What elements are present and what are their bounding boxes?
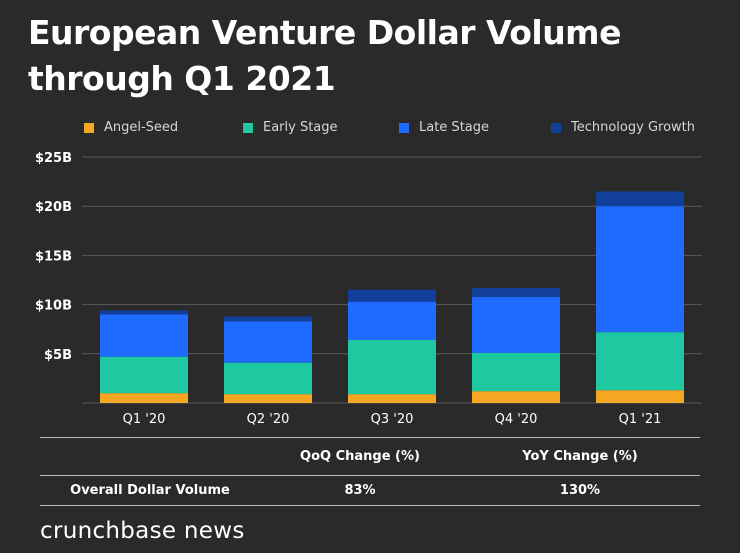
legend-item-angel-seed: Angel-Seed [84,120,178,135]
y-tick-label: $5B [44,348,72,363]
x-tick-label: Q4 '20 [495,412,538,427]
chart-title: European Venture Dollar Volume through Q… [28,10,621,102]
bar-angel-seed [100,393,188,403]
legend-label: Angel-Seed [104,120,179,135]
bar-angel-seed [224,394,312,403]
bar-technology-growth [224,316,312,322]
legend-swatch-late-stage [399,122,409,133]
bar-early-stage [224,362,312,395]
bar-early-stage [596,332,684,391]
table-top-rule [40,437,700,438]
x-tick-label: Q1 '21 [619,412,662,427]
bar-late-stage [100,314,188,357]
title-line-1: European Venture Dollar Volume [28,13,621,52]
bar-technology-growth [472,287,560,297]
legend-swatch-early-stage [243,122,253,133]
yoy-header: YoY Change (%) [522,449,638,464]
bar-late-stage [348,301,436,341]
y-tick-label: $10B [35,299,72,314]
bar-late-stage [472,296,560,353]
legend-item-early-stage: Early Stage [243,120,338,135]
bar-angel-seed [596,390,684,403]
y-tick-label: $15B [35,249,72,264]
row-label: Overall Dollar Volume [70,483,230,498]
legend-item-late-stage: Late Stage [399,120,489,135]
qoq-header: QoQ Change (%) [300,449,420,464]
title-line-2: through Q1 2021 [28,59,336,98]
legend-label: Late Stage [419,120,490,135]
bar-late-stage [596,206,684,333]
y-tick-label: $25B [35,151,72,166]
qoq-value: 83% [344,483,376,498]
bar-angel-seed [472,391,560,403]
bar-early-stage [472,352,560,392]
legend-swatch-technology-growth [551,122,561,133]
table-bottom-rule [40,505,700,506]
bar-technology-growth [596,191,684,207]
stacked-bar-chart: $5B $10B $15B $20B $25B Q1 '20 Q2 '20 Q3 '20 Q4 … [35,151,702,427]
x-tick-label: Q2 '20 [247,412,290,427]
yoy-value: 130% [559,483,601,498]
bar-angel-seed [348,394,436,403]
table-mid-rule [40,475,700,476]
legend-swatch-angel-seed [84,122,94,133]
legend: Angel-Seed Early Stage Late Stage Techno… [0,120,740,136]
bar-early-stage [348,340,436,395]
bar-technology-growth [348,289,436,302]
brand-logo-text: crunchbase news [40,518,245,544]
legend-label: Technology Growth [571,120,696,135]
bar-early-stage [100,356,188,394]
y-tick-label: $20B [35,200,72,215]
legend-label: Early Stage [263,120,338,135]
bar-technology-growth [100,310,188,315]
x-tick-label: Q1 '20 [123,412,166,427]
legend-item-technology-growth: Technology Growth [551,120,695,135]
x-tick-label: Q3 '20 [371,412,414,427]
bar-late-stage [224,321,312,363]
